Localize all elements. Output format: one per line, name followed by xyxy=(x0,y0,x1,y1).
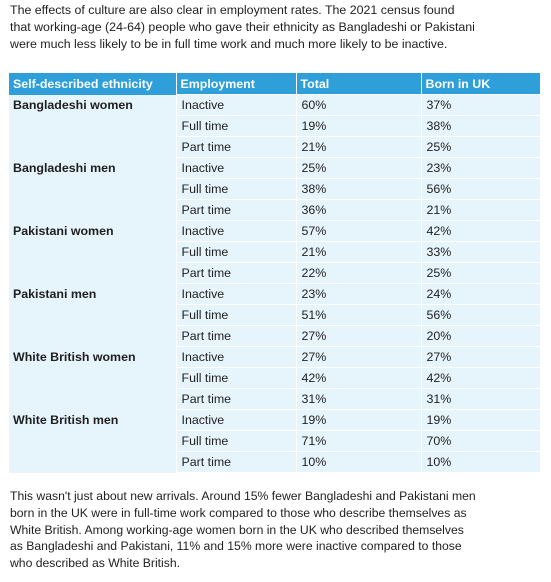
header-employment: Employment xyxy=(176,73,297,95)
born-in-uk-cell: 42% xyxy=(420,367,541,389)
total-cell: 10% xyxy=(295,451,422,473)
total-cell: 21% xyxy=(295,241,422,263)
born-in-uk-cell: 25% xyxy=(420,136,541,158)
employment-cell: Full time xyxy=(175,178,297,200)
born-in-uk-cell: 10% xyxy=(420,451,541,473)
table-row: Pakistani men Inactive 23% 24% xyxy=(9,283,541,347)
total-cell: 31% xyxy=(295,388,422,410)
total-cell: 23% xyxy=(295,283,422,305)
total-cell: 27% xyxy=(295,346,422,368)
outro-paragraph: This wasn't just about new arrivals. Aro… xyxy=(10,488,541,572)
total-cell: 71% xyxy=(295,430,422,452)
header-ethnicity: Self-described ethnicity xyxy=(9,73,177,95)
ethnicity-cell: White British women xyxy=(9,346,177,410)
table-row: Part time 36% 21% xyxy=(9,199,541,221)
outro-line: as Bangladeshi and Pakistani, 11% and 15… xyxy=(10,539,462,554)
employment-cell: Full time xyxy=(175,241,297,263)
employment-table: Self-described ethnicity Employment Tota… xyxy=(9,73,541,473)
header-born-in-uk: Born in UK xyxy=(421,73,540,95)
born-in-uk-cell: 27% xyxy=(420,346,541,368)
employment-cell: Inactive xyxy=(175,409,297,431)
ethnicity-cell: Pakistani women xyxy=(9,220,177,284)
total-cell: 19% xyxy=(295,409,422,431)
employment-cell: Full time xyxy=(175,430,297,452)
born-in-uk-cell: 37% xyxy=(420,94,541,116)
born-in-uk-cell: 23% xyxy=(420,157,541,179)
ethnicity-cell: White British men xyxy=(9,409,177,473)
table-row: White British men Inactive 19% 19% xyxy=(9,409,541,473)
employment-cell: Part time xyxy=(175,325,297,347)
table-row: Part time 21% 25% xyxy=(9,136,541,158)
intro-line: that working-age (24-64) people who gave… xyxy=(10,20,475,34)
born-in-uk-cell: 56% xyxy=(420,178,541,200)
born-in-uk-cell: 31% xyxy=(420,388,541,410)
table-row: Part time 22% 25% xyxy=(9,262,541,284)
table-row: Full time 21% 33% xyxy=(9,241,541,263)
born-in-uk-cell: 24% xyxy=(420,283,541,305)
outro-line: born in the UK were in full-time work co… xyxy=(10,505,467,520)
header-total: Total xyxy=(296,73,422,95)
born-in-uk-cell: 42% xyxy=(420,220,541,242)
table-row: Bangladeshi men Inactive 25% 23% xyxy=(9,157,541,221)
ethnicity-cell: Pakistani men xyxy=(9,283,177,347)
outro-line: who described as White British. xyxy=(10,556,181,571)
employment-cell: Inactive xyxy=(175,157,297,179)
employment-table-container: Self-described ethnicity Employment Tota… xyxy=(9,73,541,473)
total-cell: 60% xyxy=(295,94,422,116)
total-cell: 36% xyxy=(295,199,422,221)
employment-cell: Full time xyxy=(175,304,297,326)
total-cell: 19% xyxy=(295,115,422,137)
born-in-uk-cell: 20% xyxy=(420,325,541,347)
intro-line: The effects of culture are also clear in… xyxy=(10,3,455,17)
born-in-uk-cell: 25% xyxy=(420,262,541,284)
employment-cell: Part time xyxy=(175,262,297,284)
intro-line: were much less likely to be in full time… xyxy=(10,37,448,51)
intro-paragraph: The effects of culture are also clear in… xyxy=(10,2,541,53)
born-in-uk-cell: 21% xyxy=(420,199,541,221)
table-row: Pakistani women Inactive 57% 42% xyxy=(9,220,541,284)
employment-cell: Part time xyxy=(175,136,297,158)
ethnicity-cell: Bangladeshi men xyxy=(9,157,177,221)
outro-line: This wasn't just about new arrivals. Aro… xyxy=(10,489,476,503)
employment-cell: Inactive xyxy=(175,283,297,305)
total-cell: 51% xyxy=(295,304,422,326)
table-row: White British women Inactive 27% 27% xyxy=(9,346,541,410)
born-in-uk-cell: 56% xyxy=(420,304,541,326)
total-cell: 42% xyxy=(295,367,422,389)
ethnicity-cell: Bangladeshi women xyxy=(9,94,177,158)
table-row: Part time 10% 10% xyxy=(9,451,541,473)
total-cell: 57% xyxy=(295,220,422,242)
employment-cell: Inactive xyxy=(175,346,297,368)
table-row: Full time 51% 56% xyxy=(9,304,541,326)
employment-cell: Full time xyxy=(175,367,297,389)
total-cell: 27% xyxy=(295,325,422,347)
employment-cell: Full time xyxy=(175,115,297,137)
total-cell: 21% xyxy=(295,136,422,158)
table-row: Bangladeshi women Inactive 60% 37% xyxy=(9,94,541,158)
table-body: Bangladeshi women Inactive 60% 37% Full time… xyxy=(9,94,541,473)
employment-cell: Part time xyxy=(175,388,297,410)
employment-cell: Inactive xyxy=(175,94,297,116)
employment-cell: Part time xyxy=(175,451,297,473)
header-row: Self-described ethnicity Employment Tota… xyxy=(9,73,540,95)
born-in-uk-cell: 70% xyxy=(420,430,541,452)
outro-line: White British. Among working-age women b… xyxy=(10,522,464,537)
employment-cell: Part time xyxy=(175,199,297,221)
total-cell: 25% xyxy=(295,157,422,179)
total-cell: 38% xyxy=(295,178,422,200)
born-in-uk-cell: 38% xyxy=(420,115,541,137)
born-in-uk-cell: 33% xyxy=(420,241,541,263)
born-in-uk-cell: 19% xyxy=(420,409,541,431)
total-cell: 22% xyxy=(295,262,422,284)
table-row: Full time 42% 42% xyxy=(9,367,541,389)
table-header: Self-described ethnicity Employment Tota… xyxy=(9,73,540,95)
table-row: Part time 27% 20% xyxy=(9,325,541,347)
employment-cell: Inactive xyxy=(175,220,297,242)
